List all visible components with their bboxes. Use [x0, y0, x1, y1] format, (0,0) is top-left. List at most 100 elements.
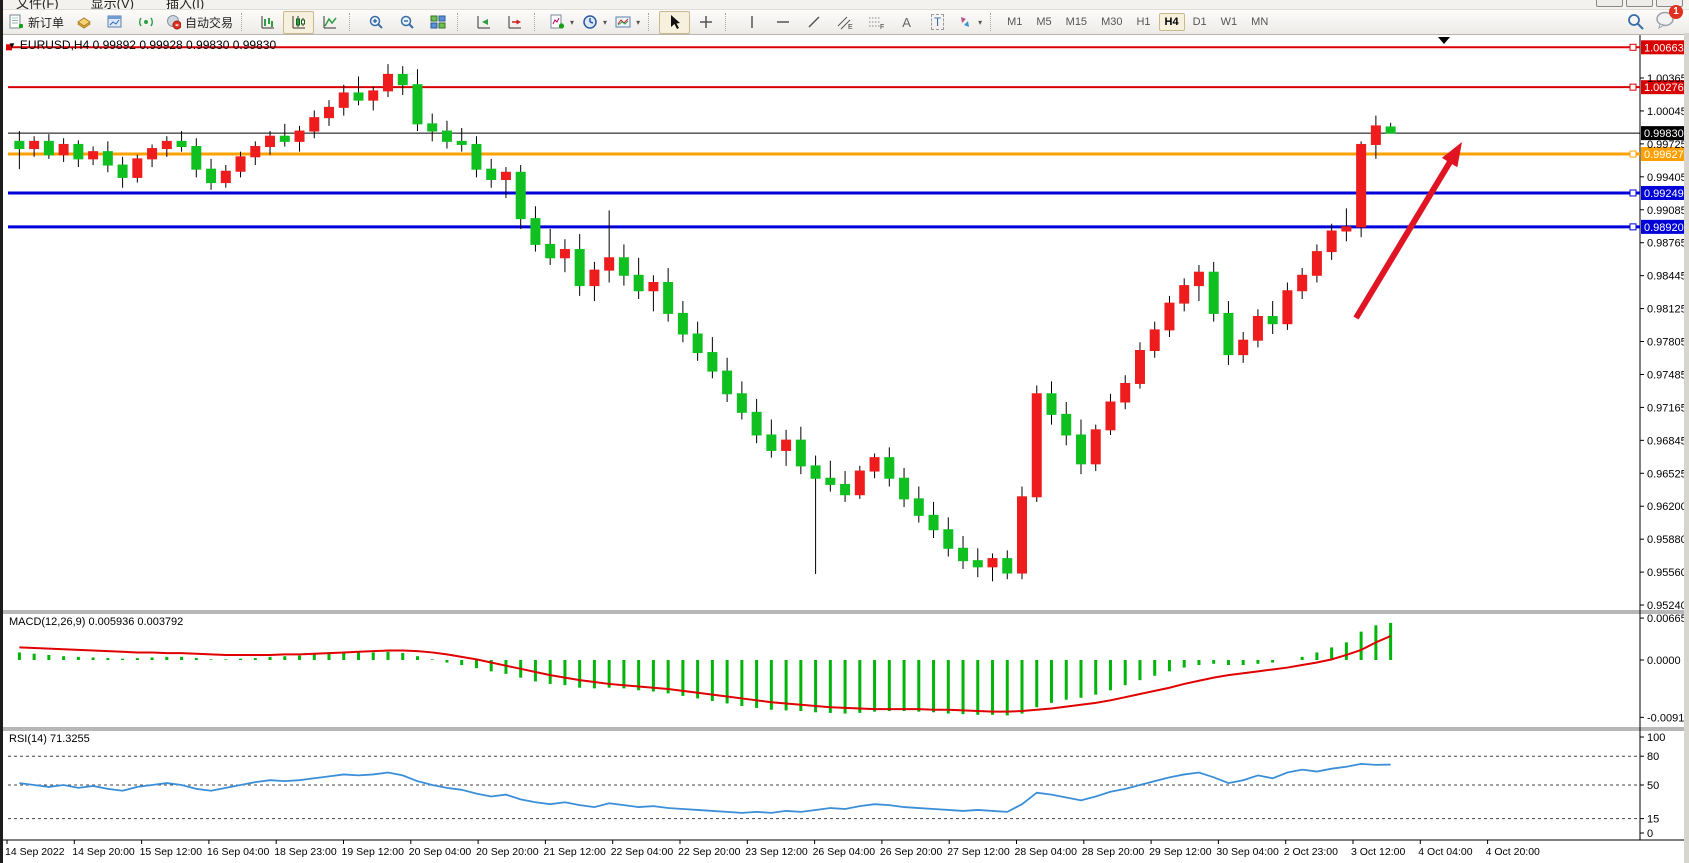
- toolbar-separator: [349, 13, 356, 31]
- time-axis-label: 29 Sep 12:00: [1149, 846, 1212, 858]
- candlestick: [1134, 349, 1145, 384]
- crosshair-tool-button[interactable]: [690, 11, 721, 34]
- candlestick: [368, 90, 379, 101]
- time-axis-label: 20 Sep 04:00: [409, 846, 472, 858]
- timeframe-M5[interactable]: M5: [1036, 16, 1052, 28]
- menu-item-1[interactable]: 显示(V): [90, 0, 134, 10]
- market-watch-button[interactable]: [68, 11, 99, 34]
- macd-signal-line: [19, 635, 1392, 713]
- signals-button[interactable]: [130, 11, 161, 34]
- timeframe-H4[interactable]: H4: [1158, 13, 1185, 31]
- candlestick: [958, 547, 969, 562]
- auto-scroll-button[interactable]: [468, 11, 499, 34]
- line-chart-mode-button[interactable]: [314, 11, 345, 34]
- new-order-button[interactable]: 新订单: [4, 11, 68, 34]
- candlestick: [943, 529, 954, 549]
- notifications-button[interactable]: 1: [1655, 4, 1683, 34]
- price-axis-tick-label: 1.00365: [1647, 73, 1687, 85]
- cursor-tool-button[interactable]: [659, 10, 691, 34]
- tile-windows-button[interactable]: [422, 11, 453, 34]
- time-axis-label: 23 Sep 12:00: [745, 846, 808, 858]
- periods-button[interactable]: ▾: [578, 11, 611, 34]
- candlestick: [1238, 339, 1249, 356]
- menu-item-2[interactable]: 插入(I): [165, 0, 205, 10]
- chart-window-button[interactable]: [99, 11, 130, 34]
- collapse-arrow-icon[interactable]: ▼: [8, 40, 16, 50]
- arrows-dropdown-arrow[interactable]: ▾: [978, 17, 983, 27]
- zoom-out-button[interactable]: [391, 11, 422, 34]
- autotrading-button[interactable]: 自动交易: [161, 11, 237, 34]
- price-axis-tick-label: 0.95240: [1647, 600, 1687, 612]
- zoom-in-button[interactable]: [360, 11, 391, 34]
- level-price-label: 0.98920: [1644, 222, 1684, 234]
- candlestick: [1282, 290, 1293, 325]
- candlestick: [928, 514, 939, 531]
- templates-button[interactable]: ▾: [611, 11, 644, 34]
- time-axis-label: 22 Sep 20:00: [678, 846, 741, 858]
- fibonacci-icon: F: [868, 17, 884, 30]
- time-axis-label: 4 Oct 04:00: [1418, 846, 1472, 858]
- time-axis-label: 20 Sep 20:00: [476, 846, 539, 858]
- chart-canvas[interactable]: 1.00663 1.00276 0.99627 0.99249 0.98920 0.998…: [0, 34, 1689, 863]
- candlestick: [972, 560, 983, 568]
- text-tool-button[interactable]: A: [891, 11, 922, 34]
- candlestick: [810, 465, 821, 479]
- menu-item-0[interactable]: 文件(F): [16, 0, 59, 10]
- chart-window-icon: [107, 15, 122, 28]
- candlestick: [1002, 558, 1013, 574]
- candlestick: [840, 483, 851, 496]
- timeframe-M30[interactable]: M30: [1101, 16, 1123, 28]
- level-price-label-bg: [1641, 219, 1688, 234]
- price-axis-tick-label: 0.97165: [1647, 402, 1687, 414]
- candlestick: [1179, 285, 1190, 304]
- candlestick: [43, 140, 54, 156]
- window-left-border: [0, 0, 3, 863]
- candlestick: [1075, 434, 1086, 465]
- timeframe-D1[interactable]: D1: [1192, 16, 1207, 28]
- vertical-line-icon: [750, 16, 753, 28]
- level-line-handle: [1629, 43, 1637, 51]
- candlestick: [456, 140, 467, 145]
- templates-dropdown-arrow[interactable]: ▾: [636, 17, 641, 27]
- time-axis-label: 30 Sep 04:00: [1216, 846, 1279, 858]
- timeframe-W1[interactable]: W1: [1220, 16, 1238, 28]
- timeframe-M1[interactable]: M1: [1007, 16, 1023, 28]
- level-price-label: 1.00663: [1644, 42, 1684, 54]
- indicators-button[interactable]: ▾: [545, 11, 578, 34]
- crosshair-icon: [699, 16, 712, 28]
- minimize-button[interactable]: [1596, 0, 1623, 7]
- candlestick: [545, 243, 556, 259]
- chart-shift-button[interactable]: [499, 11, 530, 34]
- toolbar-separator: [534, 13, 541, 31]
- horizontal-line-tool-button[interactable]: [767, 11, 798, 34]
- macd-axis-label: 0.0000: [1647, 655, 1681, 667]
- restore-button[interactable]: [1626, 0, 1653, 7]
- candlestick: [869, 457, 880, 472]
- text-label-tool-button[interactable]: T: [922, 11, 953, 34]
- macd-axis-label: -0.009104: [1647, 712, 1689, 724]
- time-axis-label: 14 Sep 2022: [5, 846, 65, 858]
- price-axis-tick-label: 0.97485: [1647, 369, 1687, 381]
- channel-tool-button[interactable]: E: [829, 11, 860, 34]
- fibonacci-tool-button[interactable]: F: [860, 11, 891, 34]
- timeframe-M15[interactable]: M15: [1065, 16, 1088, 28]
- timeframe-MN[interactable]: MN: [1251, 16, 1269, 28]
- vertical-line-tool-button[interactable]: [736, 11, 767, 34]
- candlestick-mode-button[interactable]: [283, 10, 315, 34]
- arrows-tool-button[interactable]: ▾: [953, 11, 986, 34]
- trendline-tool-button[interactable]: [798, 11, 829, 34]
- indicators-dropdown-arrow[interactable]: ▾: [570, 17, 575, 27]
- bar-chart-mode-button[interactable]: [252, 11, 283, 34]
- horizontal-line-icon: [776, 21, 789, 23]
- periods-dropdown-arrow[interactable]: ▾: [603, 17, 608, 27]
- level-line-handle: [1629, 150, 1637, 158]
- close-button[interactable]: [1656, 0, 1683, 7]
- candlestick: [766, 434, 777, 451]
- search-icon[interactable]: [1627, 13, 1645, 31]
- text-label-icon: T: [930, 14, 945, 30]
- bar-chart-icon: [261, 16, 274, 29]
- level-line-handle: [1629, 223, 1637, 231]
- candlestick: [265, 135, 276, 148]
- toolbar-separator: [725, 13, 732, 31]
- timeframe-H1[interactable]: H1: [1136, 16, 1151, 28]
